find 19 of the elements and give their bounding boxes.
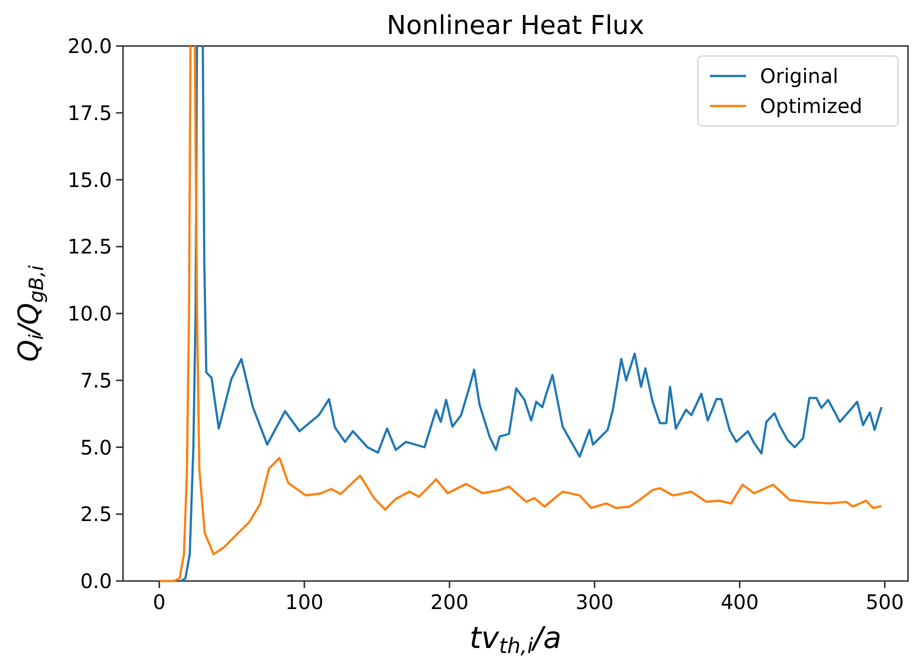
chart-title: Nonlinear Heat Flux [386, 11, 644, 41]
x-tick-label: 200 [430, 590, 469, 614]
legend-label: Original [760, 64, 838, 88]
y-tick-label: 7.5 [80, 368, 112, 392]
x-tick-label: 100 [285, 590, 324, 614]
legend-label: Optimized [760, 94, 862, 118]
y-tick-label: 12.5 [67, 234, 112, 259]
y-tick-label: 5.0 [80, 435, 112, 460]
y-tick-label: 2.5 [80, 502, 112, 526]
x-axis-title: tv$_{th,i}$/a [469, 621, 562, 656]
x-tick-label: 300 [575, 590, 614, 614]
x-tick-label: 0 [152, 590, 166, 614]
y-tick-label: 10.0 [67, 302, 112, 326]
y-tick-label: 17.5 [67, 100, 112, 125]
y-tick-label: 0.0 [80, 569, 112, 593]
y-tick-label: 20.0 [67, 34, 112, 58]
y-tick-label: 15.0 [67, 168, 112, 192]
x-tick-label: 400 [720, 590, 759, 614]
x-tick-label: 500 [866, 590, 904, 614]
